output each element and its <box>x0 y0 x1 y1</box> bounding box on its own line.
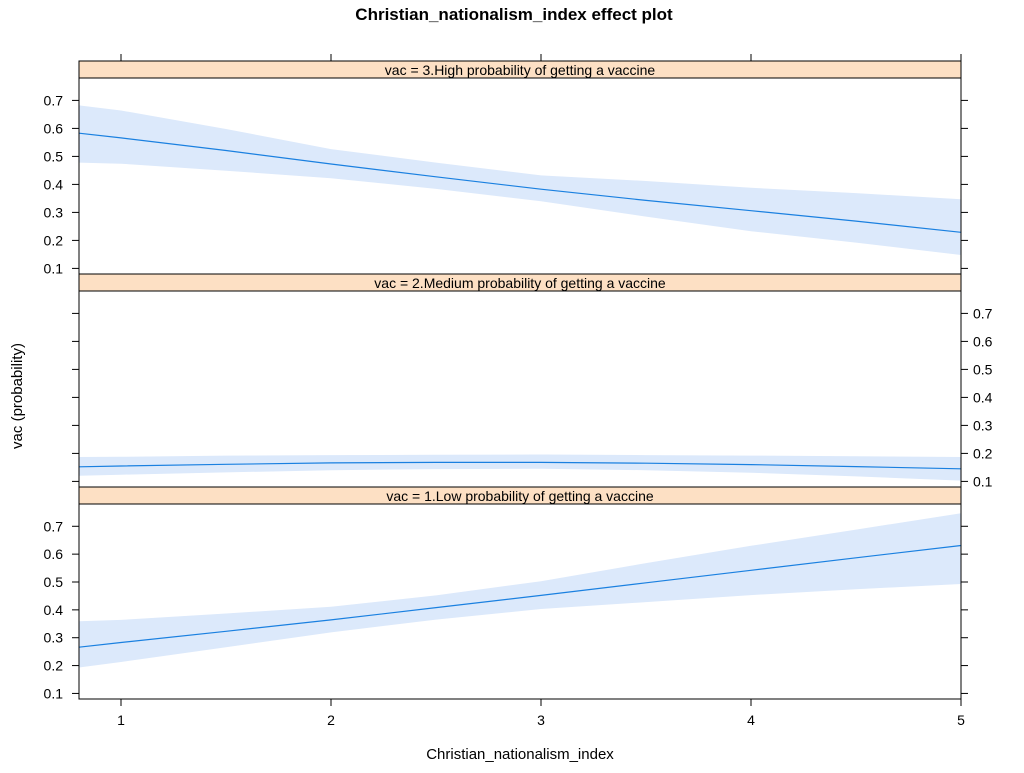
x-axis-label: Christian_nationalism_index <box>426 746 614 763</box>
confidence-band-panel-2 <box>79 454 961 481</box>
y-tick-label: 0.3 <box>44 630 64 646</box>
x-tick-label: 4 <box>747 712 755 728</box>
y-tick-label: 0.4 <box>44 602 64 618</box>
confidence-band-panel-3 <box>79 513 961 668</box>
y-axis-label: vac (probability) <box>9 343 26 449</box>
y-tick-label: 0.1 <box>44 685 64 701</box>
y-tick-label: 0.5 <box>973 361 993 377</box>
x-tick-label: 5 <box>957 712 965 728</box>
y-tick-label: 0.4 <box>44 176 64 192</box>
y-tick-label: 0.6 <box>44 120 64 136</box>
plot-frame-panel-3 <box>78 503 962 700</box>
y-tick-label: 0.2 <box>44 232 64 248</box>
fit-line-panel-1 <box>78 132 962 233</box>
y-tick-label: 0.2 <box>973 445 993 461</box>
y-tick-label: 0.4 <box>973 389 993 405</box>
fit-line-panel-3 <box>78 544 962 648</box>
y-tick-label: 0.3 <box>973 417 993 433</box>
y-tick-label: 0.3 <box>44 204 64 220</box>
y-tick-label: 0.7 <box>973 305 993 321</box>
y-tick-label: 0.6 <box>973 333 993 349</box>
fit-line-panel-2 <box>78 461 962 470</box>
strip-label-panel-3: vac = 1.Low probability of getting a vac… <box>386 488 654 504</box>
confidence-band-panel-1 <box>79 105 961 256</box>
x-tick-label: 3 <box>537 712 545 728</box>
x-tick-label: 1 <box>117 712 125 728</box>
y-tick-label: 0.5 <box>44 574 64 590</box>
y-tick-label: 0.1 <box>44 260 64 276</box>
y-tick-label: 0.2 <box>44 658 64 674</box>
y-tick-label: 0.7 <box>44 92 64 108</box>
y-tick-label: 0.1 <box>973 473 993 489</box>
chart-title: Christian_nationalism_index effect plot <box>355 5 673 24</box>
strip-label-panel-2: vac = 2.Medium probability of getting a … <box>374 275 666 291</box>
panels-group: vac = 3.High probability of getting a va… <box>44 54 993 728</box>
y-tick-label: 0.5 <box>44 148 64 164</box>
strip-label-panel-1: vac = 3.High probability of getting a va… <box>385 62 656 78</box>
y-tick-label: 0.7 <box>44 518 64 534</box>
x-tick-label: 2 <box>327 712 335 728</box>
y-tick-label: 0.6 <box>44 546 64 562</box>
